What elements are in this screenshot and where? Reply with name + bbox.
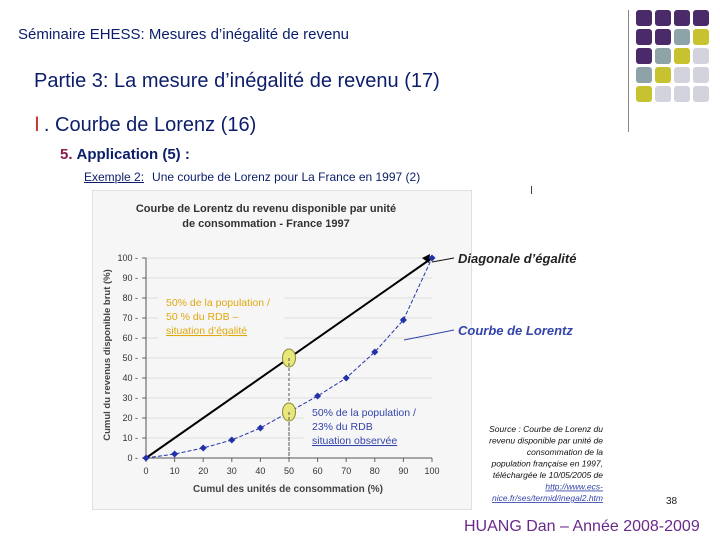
example-label: Exemple 2:	[84, 170, 145, 184]
decorative-dot	[693, 48, 709, 64]
x-tick-label: 40	[255, 466, 265, 476]
y-tick-label: 70 -	[122, 313, 138, 323]
decorative-dot	[655, 48, 671, 64]
subsection-title: Ⅰ. Courbe de Lorenz (16)	[34, 112, 256, 137]
application-title: 5. Application (5) :	[60, 146, 190, 163]
x-tick-label: 80	[370, 466, 380, 476]
decorative-dot	[674, 67, 690, 83]
equality-note-line: 50% de la population /	[166, 297, 270, 309]
y-tick-label: 0 -	[127, 453, 138, 463]
divider-tick	[531, 186, 532, 194]
decorative-dot	[693, 86, 709, 102]
decorative-dot	[693, 10, 709, 26]
y-tick-label: 60 -	[122, 333, 138, 343]
y-tick-label: 80 -	[122, 293, 138, 303]
decorative-dot	[655, 29, 671, 45]
equality-note-line: 50 % du RDB –	[166, 311, 239, 323]
application-number: 5.	[60, 146, 73, 163]
decorative-dot	[674, 86, 690, 102]
x-tick-label: 70	[341, 466, 351, 476]
chart-title-line-1: Courbe de Lorentz du revenu disponible p…	[136, 203, 396, 215]
decorative-dot	[674, 10, 690, 26]
y-axis-label: Cumul du revenus disponible brut (%)	[102, 269, 113, 441]
x-tick-label: 30	[227, 466, 237, 476]
source-line: consommation de la	[527, 447, 603, 457]
lorenz-point	[256, 424, 264, 432]
decorative-dot	[674, 48, 690, 64]
decorative-dot	[636, 29, 652, 45]
subsection-text: . Courbe de Lorenz (16)	[43, 114, 257, 136]
x-axis-label: Cumul des unités de consommation (%)	[193, 484, 383, 495]
decorative-dot	[693, 67, 709, 83]
diag-label-leader	[431, 257, 455, 263]
y-tick-label: 30 -	[122, 393, 138, 403]
example-line: Exemple 2: Une courbe de Lorenz pour La F…	[84, 170, 420, 184]
decorative-dot	[655, 67, 671, 83]
source-line: Source : Courbe de Lorenz du	[489, 424, 603, 434]
divider-line	[628, 10, 629, 132]
y-tick-label: 20 -	[122, 413, 138, 423]
diagonal-arrowhead	[422, 254, 430, 263]
chart-annotations: 50% de la population / 50 % du RDB – situa…	[158, 294, 436, 454]
lorenz-point	[199, 444, 207, 452]
y-tick-label: 10 -	[122, 433, 138, 443]
page-number: 38	[666, 496, 678, 507]
decorative-dot	[674, 29, 690, 45]
lorenz-point	[371, 348, 379, 356]
roman-numeral: Ⅰ	[34, 114, 40, 136]
observed-note-backdrop	[304, 404, 436, 454]
source-line: nice.fr/ses/termid/inegal2.htm	[492, 493, 603, 503]
section-title: Partie 3: La mesure d’inégalité de reven…	[34, 70, 440, 92]
seminar-header: Séminaire EHESS: Mesures d’inégalité de …	[18, 26, 350, 43]
lorenz-point	[171, 450, 179, 458]
lorenz-point	[399, 316, 407, 324]
y-tick-label: 40 -	[122, 373, 138, 383]
source-line: revenu disponible par unité de	[489, 436, 603, 446]
lorenz-point	[228, 436, 236, 444]
source-note: Source : Courbe de Lorenz du revenu dispo…	[489, 424, 603, 503]
chart-title-line-2: de consommation - France 1997	[182, 218, 350, 230]
x-tick-label: 0	[143, 466, 148, 476]
x-tick-label: 100	[424, 466, 439, 476]
y-tick-label: 50 -	[122, 353, 138, 363]
x-tick-label: 90	[398, 466, 408, 476]
decorative-dot	[636, 48, 652, 64]
lorenz-label: Courbe de Lorentz	[458, 323, 573, 338]
equality-note-line: situation d’égalité	[166, 325, 247, 337]
lorenz-label-leader	[403, 329, 455, 341]
decorative-dot	[636, 10, 652, 26]
y-tick-label: 100 -	[117, 253, 138, 263]
chart-series	[142, 254, 436, 462]
decorative-dot	[636, 86, 652, 102]
lorenz-point	[428, 254, 436, 262]
x-tick-label: 20	[198, 466, 208, 476]
lorenz-point	[314, 392, 322, 400]
x-tick-label: 10	[170, 466, 180, 476]
example-title: Une courbe de Lorenz pour La France en 1…	[152, 170, 421, 184]
observed-note-line: situation observée	[312, 435, 397, 447]
diag-label: Diagonale d’égalité	[458, 251, 576, 266]
decorative-dot	[655, 86, 671, 102]
source-line: http://www.ecs-	[545, 482, 603, 492]
decorative-dot	[655, 10, 671, 26]
x-tick-label: 60	[313, 466, 323, 476]
decorative-dot	[693, 29, 709, 45]
source-line: téléchargée le 10/05/2005 de	[493, 470, 603, 480]
lorenz-chart: Courbe de Lorentz du revenu disponible p…	[92, 190, 472, 510]
lorenz-point	[342, 374, 350, 382]
observed-note-line: 50% de la population /	[312, 407, 416, 419]
y-tick-label: 90 -	[122, 273, 138, 283]
observed-note-line: 23% du RDB	[312, 421, 373, 433]
equality-note-backdrop	[158, 294, 284, 340]
lorenz-point	[142, 454, 150, 462]
source-line: population française en 1997,	[490, 459, 603, 469]
decorative-dot	[636, 67, 652, 83]
footer-author: HUANG Dan – Année 2008-2009	[464, 518, 700, 535]
x-tick-label: 50	[284, 466, 294, 476]
application-text: Application (5) :	[76, 146, 190, 163]
